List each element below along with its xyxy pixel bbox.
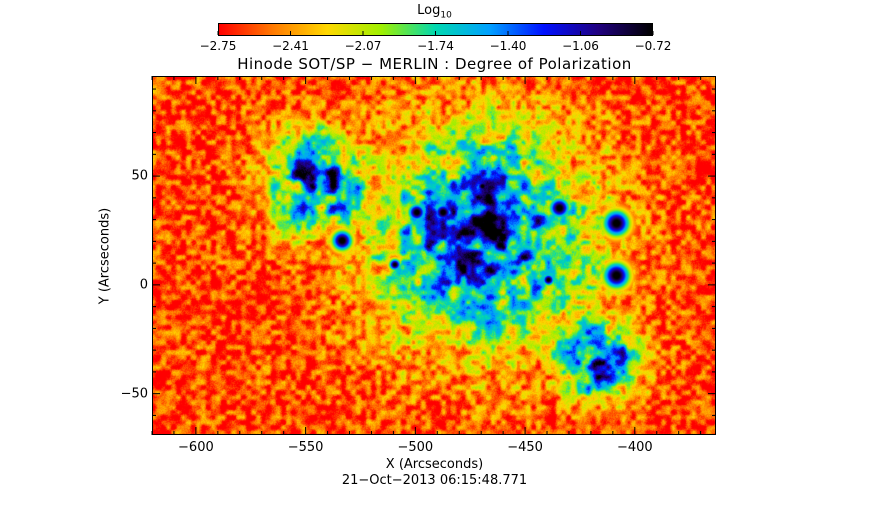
polarization-heatmap — [153, 77, 715, 434]
colorbar-title-main: Log — [417, 3, 441, 18]
colorbar-tick-label: −1.06 — [562, 39, 599, 53]
colorbar-tick-label: −2.07 — [344, 39, 382, 53]
x-tick-label: −600 — [178, 440, 214, 455]
colorbar-tick-label: −2.41 — [272, 39, 309, 53]
y-tick-label: −50 — [120, 386, 148, 402]
colorbar-tick-label: −1.74 — [417, 39, 454, 53]
x-tick-label: −550 — [287, 440, 324, 455]
colorbar — [218, 23, 653, 36]
x-tick-label: −450 — [507, 440, 543, 455]
colorbar-tick-label: −0.72 — [634, 39, 672, 53]
x-tick-label: −400 — [616, 440, 653, 455]
x-axis-label: X (Arcseconds) — [385, 457, 484, 472]
colorbar-title-subscript: 10 — [440, 10, 452, 21]
chart-title: Hinode SOT/SP − MERLIN : Degree of Polar… — [237, 55, 632, 73]
x-tick-label: −500 — [397, 440, 434, 455]
y-tick-label: 0 — [139, 277, 148, 293]
plot-area — [152, 76, 716, 435]
y-tick-label: 50 — [131, 168, 148, 184]
colorbar-tick-label: −1.40 — [489, 39, 527, 53]
colorbar-tick-label: −2.75 — [199, 39, 237, 53]
timestamp: 21−Oct−2013 06:15:48.771 — [341, 473, 528, 488]
colorbar-title: Log10 — [0, 3, 869, 21]
y-axis-label: Y (Arcseconds) — [97, 207, 113, 305]
